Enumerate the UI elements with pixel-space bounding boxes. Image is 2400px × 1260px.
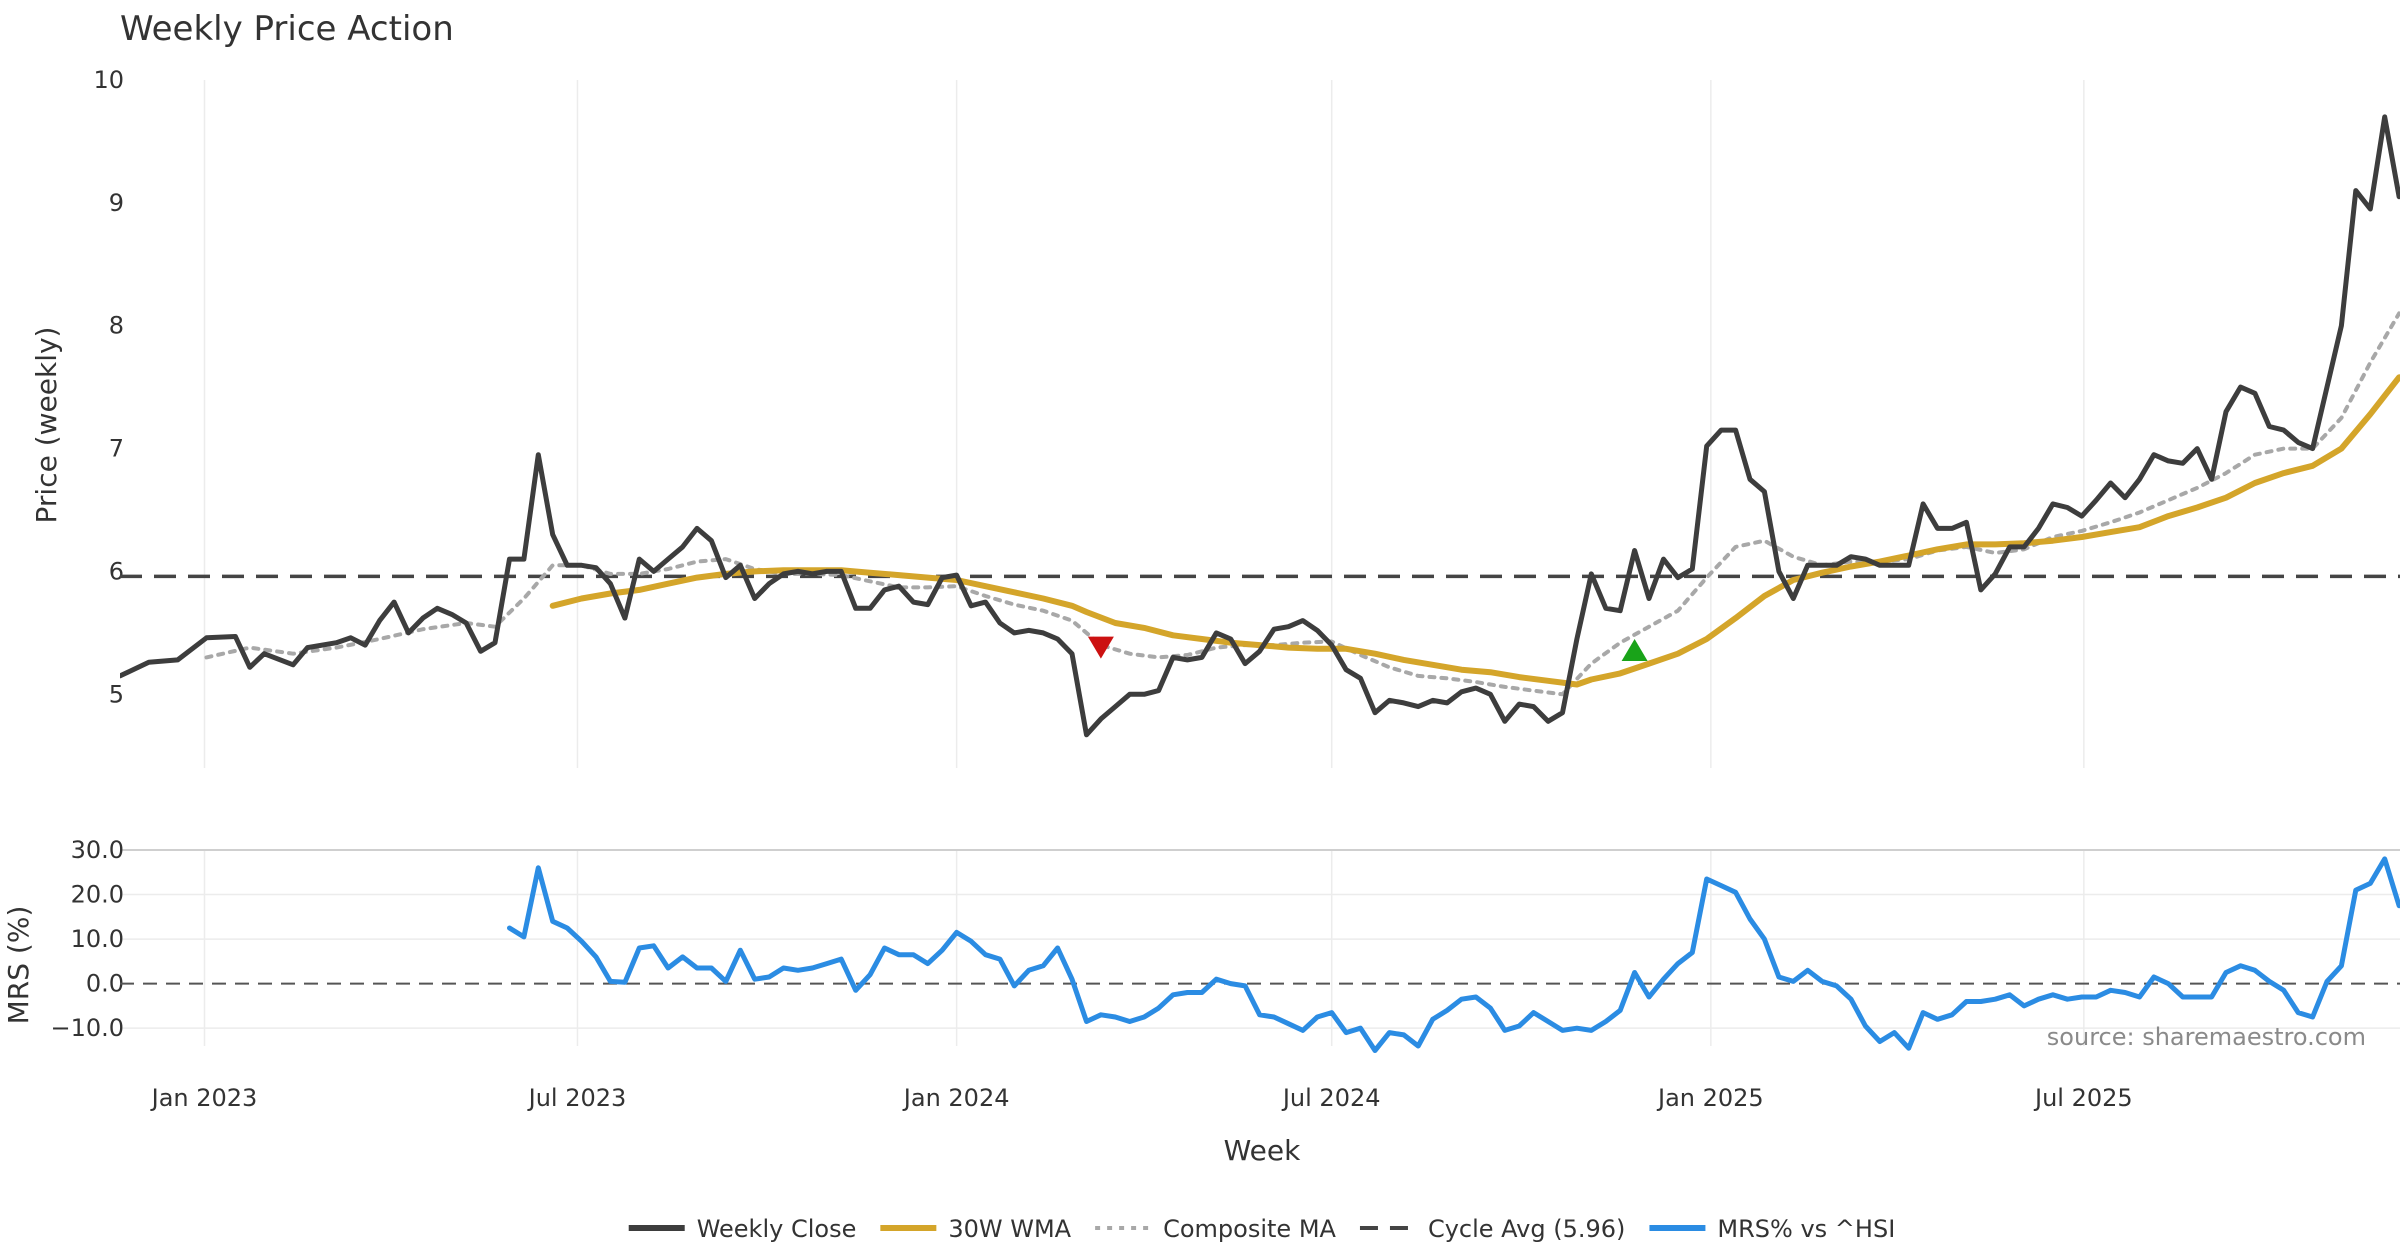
mrs-panel: 30.0 20.0 10.0 0.0 −10.0 MRS (%) source: sha… xyxy=(2,836,2400,1053)
legend-label: Weekly Close xyxy=(697,1215,857,1243)
source-note: source: sharemaestro.com xyxy=(2047,1023,2366,1051)
price-y-axis-label: Price (weekly) xyxy=(30,327,63,524)
mrs-y-tick-label: 10.0 xyxy=(71,925,124,953)
price-grid xyxy=(203,80,2085,768)
mrs-y-ticks: 30.0 20.0 10.0 0.0 −10.0 xyxy=(50,836,124,1042)
price-y-tick-label: 8 xyxy=(109,312,124,340)
price-y-ticks: 5 6 7 8 9 10 xyxy=(93,66,124,708)
price-y-tick-label: 6 xyxy=(109,557,124,585)
x-tick-label: Jan 2023 xyxy=(150,1084,258,1112)
x-axis-ticks: Jan 2023 Jul 2023 Jan 2024 Jul 2024 Jan 2025… xyxy=(150,1084,2133,1112)
x-tick-label: Jul 2024 xyxy=(1281,1084,1381,1112)
price-y-tick-label: 9 xyxy=(109,189,124,217)
chart-legend: Weekly Close 30W WMA Composite MA Cycle Avg… xyxy=(628,1215,1895,1243)
mrs-y-axis-label: MRS (%) xyxy=(2,906,35,1025)
chart-title: Weekly Price Action xyxy=(120,9,454,49)
legend-item-composite-ma: Composite MA xyxy=(1095,1215,1337,1243)
mrs-y-tick-label: 0.0 xyxy=(86,970,124,998)
x-tick-label: Jan 2024 xyxy=(902,1084,1010,1112)
series-line-weekly-close xyxy=(120,114,2400,738)
legend-item-cycle-avg-5-96: Cycle Avg (5.96) xyxy=(1359,1215,1625,1243)
price-y-tick-label: 5 xyxy=(109,680,124,708)
price-y-tick-label: 7 xyxy=(109,435,124,463)
mrs-y-tick-label: 20.0 xyxy=(71,881,124,909)
legend-item-weekly-close: Weekly Close xyxy=(628,1215,857,1243)
x-tick-label: Jul 2025 xyxy=(2033,1084,2133,1112)
legend-item-30w-wma: 30W WMA xyxy=(880,1215,1072,1243)
series-line-30w-wma xyxy=(549,374,2400,688)
price-y-tick-label: 10 xyxy=(93,66,124,94)
mrs-grid xyxy=(120,849,2400,1046)
buy-signal-marker xyxy=(1621,639,1648,662)
legend-label: Cycle Avg (5.96) xyxy=(1428,1215,1625,1243)
price-panel: 5 6 7 8 9 10 Price (weekly) xyxy=(30,66,2400,768)
mrs-series-group xyxy=(507,856,2400,1053)
legend-label: 30W WMA xyxy=(948,1215,1071,1243)
legend-label: Composite MA xyxy=(1163,1215,1336,1243)
series-line-mrs-vs-hsi xyxy=(507,856,2400,1053)
signal-markers xyxy=(1087,636,1648,662)
sell-signal-marker xyxy=(1087,636,1114,659)
price-series-group xyxy=(120,114,2400,738)
legend-label: MRS% vs ^HSI xyxy=(1717,1215,1895,1243)
x-tick-label: Jul 2023 xyxy=(527,1084,627,1112)
legend-item-mrs-vs-hsi: MRS% vs ^HSI xyxy=(1649,1215,1895,1243)
mrs-y-tick-label: −10.0 xyxy=(50,1014,124,1042)
mrs-y-tick-label: 30.0 xyxy=(71,836,124,864)
x-tick-label: Jan 2025 xyxy=(1656,1084,1764,1112)
x-axis-label: Week xyxy=(1224,1134,1301,1167)
